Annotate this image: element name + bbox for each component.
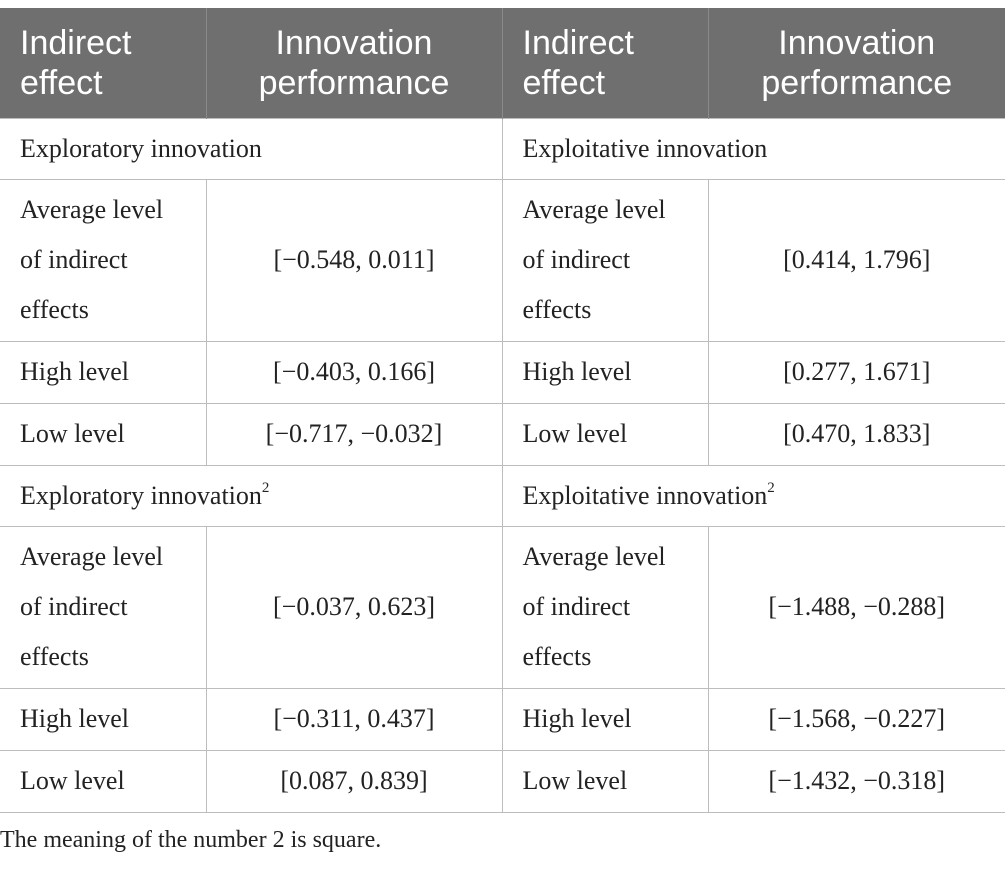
row-value: [−0.311, 0.437] — [205, 687, 503, 751]
table-row: Average level of indirect effects [−0.03… — [0, 525, 1005, 689]
row-label: Average level of indirect effects — [501, 178, 709, 342]
row-label: Average level of indirect effects — [501, 525, 709, 689]
group-row: Exploratory innovation Exploitative inno… — [0, 117, 1005, 180]
table-row: High level [−0.311, 0.437] High level [−… — [0, 687, 1005, 751]
table-footnote: The meaning of the number 2 is square. — [0, 827, 382, 853]
table-header-row: Indirect effect Innovation performance I… — [0, 8, 1005, 118]
header-innovation-performance-right: Innovation performance — [708, 8, 1005, 118]
row-value: [−0.717, −0.032] — [205, 402, 503, 466]
row-value: [0.414, 1.796] — [707, 178, 1005, 342]
row-label: Low level — [0, 402, 207, 466]
row-label: Average level of indirect effects — [0, 178, 207, 342]
row-label: High level — [501, 340, 709, 404]
group-title-exploratory-squared: Exploratory innovation2 — [0, 464, 503, 527]
table-row: Average level of indirect effects [−0.54… — [0, 178, 1005, 342]
row-value: [−0.037, 0.623] — [205, 525, 503, 689]
group-row: Exploratory innovation2 Exploitative inn… — [0, 464, 1005, 527]
row-label: Low level — [501, 749, 709, 813]
row-label: High level — [501, 687, 709, 751]
row-value: [−1.432, −0.318] — [707, 749, 1005, 813]
group-title-exploratory: Exploratory innovation — [0, 117, 503, 180]
row-value: [−0.548, 0.011] — [205, 178, 503, 342]
row-value: [−1.488, −0.288] — [707, 525, 1005, 689]
superscript-2: 2 — [767, 479, 775, 496]
row-value: [0.087, 0.839] — [205, 749, 503, 813]
row-label: Low level — [0, 749, 207, 813]
row-label: High level — [0, 687, 207, 751]
superscript-2: 2 — [261, 479, 270, 496]
table-row: High level [−0.403, 0.166] High level [0… — [0, 340, 1005, 404]
row-label: Low level — [501, 402, 709, 466]
row-value: [0.277, 1.671] — [707, 340, 1005, 404]
table-row: Low level [0.087, 0.839] Low level [−1.4… — [0, 749, 1005, 813]
header-innovation-performance-left: Innovation performance — [206, 8, 503, 118]
header-indirect-effect-right: Indirect effect — [502, 8, 709, 118]
header-indirect-effect-left: Indirect effect — [0, 8, 207, 118]
group-title-exploitative: Exploitative innovation — [501, 117, 1005, 180]
group-title-exploitative-squared: Exploitative innovation2 — [501, 464, 1005, 527]
row-value: [−0.403, 0.166] — [205, 340, 503, 404]
indirect-effects-table: Indirect effect Innovation performance I… — [0, 8, 1005, 813]
table-row: Low level [−0.717, −0.032] Low level [0.… — [0, 402, 1005, 466]
row-label: Average level of indirect effects — [0, 525, 207, 689]
row-value: [0.470, 1.833] — [707, 402, 1005, 466]
row-value: [−1.568, −0.227] — [707, 687, 1005, 751]
row-label: High level — [0, 340, 207, 404]
